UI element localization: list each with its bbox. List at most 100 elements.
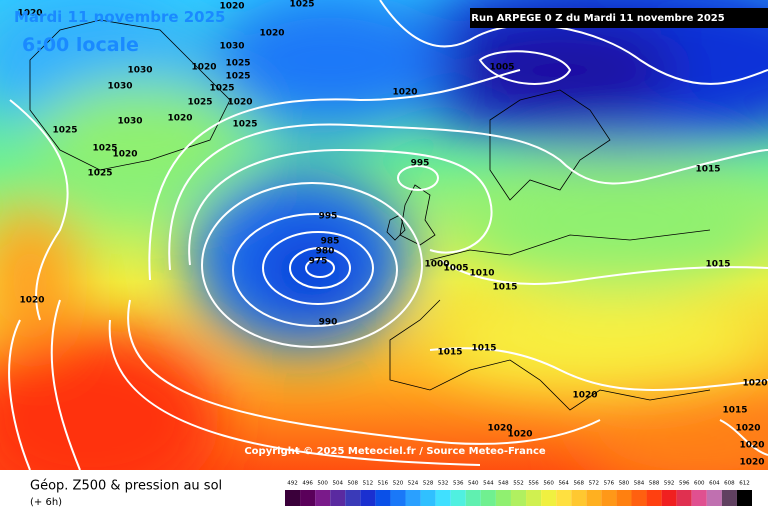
footer-title: Géop. Z500 & pression au sol — [30, 479, 222, 494]
isobar-label: 1000 — [424, 260, 449, 270]
isobar-label: 1020 — [507, 430, 532, 440]
legend-label: 524 — [408, 481, 419, 487]
legend-swatch — [285, 490, 301, 506]
isobar-label: 1025 — [225, 59, 250, 69]
footer-step: (+ 6h) — [30, 497, 62, 508]
isobar-label: 1020 — [735, 424, 760, 434]
legend-label: 504 — [332, 481, 343, 487]
legend-swatch — [360, 490, 376, 506]
isobar-label: 1020 — [487, 424, 512, 434]
legend-swatch — [556, 490, 572, 506]
isobar-labels: 1020 102510201030102010251030103010201025… — [17, 0, 767, 468]
legend-label: 604 — [709, 481, 720, 487]
legend-swatch — [420, 490, 436, 506]
isobar-label: 1025 — [289, 0, 314, 10]
isobar-label: 975 — [309, 257, 328, 267]
legend-label: 536 — [453, 481, 464, 487]
map-time: 6:00 locale — [22, 34, 139, 56]
legend-label: 492 — [287, 481, 298, 487]
isobar-label: 1020 — [191, 63, 216, 73]
legend-label: 552 — [513, 481, 524, 487]
legend-swatch — [510, 490, 527, 506]
isobar-label: 1030 — [117, 117, 142, 127]
legend-label: 596 — [679, 481, 690, 487]
legend-label: 608 — [724, 481, 735, 487]
legend-label: 556 — [528, 481, 539, 487]
legend-swatch — [601, 490, 617, 506]
legend-label: 564 — [558, 481, 569, 487]
run-banner — [470, 8, 768, 28]
legend-swatch — [721, 490, 737, 506]
legend-label: 560 — [543, 481, 554, 487]
isobar-label: 995 — [319, 212, 338, 222]
isobar-label: 985 — [321, 237, 340, 247]
isobar-label: 1030 — [219, 42, 244, 52]
isobar-label: 1025 — [87, 169, 112, 179]
legend-label: 528 — [423, 481, 434, 487]
isobar-label: 1025 — [187, 98, 212, 108]
isobar-label: 1020 — [227, 98, 252, 108]
legend-label: 548 — [498, 481, 509, 487]
legend-label: 588 — [649, 481, 660, 487]
legend-swatch — [495, 490, 511, 506]
legend-swatch — [330, 490, 346, 506]
run-info: Run ARPEGE 0 Z du Mardi 11 novembre 2025 — [471, 13, 725, 24]
isobar-label: 1020 — [112, 150, 137, 160]
isobar-label: 1015 — [471, 344, 496, 354]
legend-swatch — [631, 490, 647, 506]
map-date: Mardi 11 novembre 2025 — [14, 8, 226, 26]
legend-label: 572 — [589, 481, 600, 487]
legend-swatch — [661, 490, 677, 506]
legend-label: 580 — [619, 481, 630, 487]
isobar-label: 1005 — [489, 63, 514, 73]
legend-swatch — [435, 490, 451, 506]
legend-swatch — [300, 490, 316, 506]
isobar-label: 1015 — [437, 348, 462, 358]
isobar-label: 980 — [316, 247, 335, 257]
legend-swatch — [480, 490, 496, 506]
legend-label: 512 — [363, 481, 374, 487]
legend-label: 600 — [694, 481, 705, 487]
isobar-label: 1025 — [52, 126, 77, 136]
isobar-label: 1020 — [392, 88, 417, 98]
isobar-label: 1005 — [443, 264, 468, 274]
legend-label: 540 — [468, 481, 479, 487]
legend-label: 612 — [739, 481, 750, 487]
legend-label: 532 — [438, 481, 449, 487]
legend-label: 568 — [574, 481, 585, 487]
legend-swatch — [706, 490, 722, 506]
legend-swatch — [646, 490, 662, 506]
legend-swatch — [390, 490, 406, 506]
legend-swatch — [586, 490, 602, 506]
legend-label: 592 — [664, 481, 675, 487]
legend-label: 544 — [483, 481, 494, 487]
isobar-label: 1020 — [572, 391, 597, 401]
isobar-label: 1020 — [742, 379, 767, 389]
legend-swatch — [450, 490, 466, 506]
legend-swatch — [345, 490, 361, 506]
legend-label: 584 — [634, 481, 645, 487]
legend-swatch — [526, 490, 542, 506]
isobar-label: 1025 — [209, 84, 234, 94]
legend-swatch — [405, 490, 421, 506]
legend-swatch — [616, 490, 632, 506]
isobar-label: 1020 — [167, 114, 192, 124]
coastlines — [29, 19, 711, 411]
isobar-label: 1025 — [225, 72, 250, 82]
legend-swatch — [541, 490, 557, 506]
isobar-label: 1015 — [492, 283, 517, 293]
isobar-label: 1020 — [19, 296, 44, 306]
legend-swatch — [676, 490, 692, 506]
copyright: Copyright © 2025 Meteociel.fr / Source M… — [244, 446, 546, 457]
legend-swatch — [691, 490, 707, 506]
legend-label: 500 — [317, 481, 328, 487]
isobar-label: 1015 — [695, 165, 720, 175]
legend-label: 576 — [604, 481, 615, 487]
isobar-label: 1030 — [107, 82, 132, 92]
legend-label: 520 — [393, 481, 404, 487]
legend-swatch — [375, 490, 391, 506]
legend-swatch — [465, 490, 481, 506]
isobar-label: 1025 — [232, 120, 257, 130]
